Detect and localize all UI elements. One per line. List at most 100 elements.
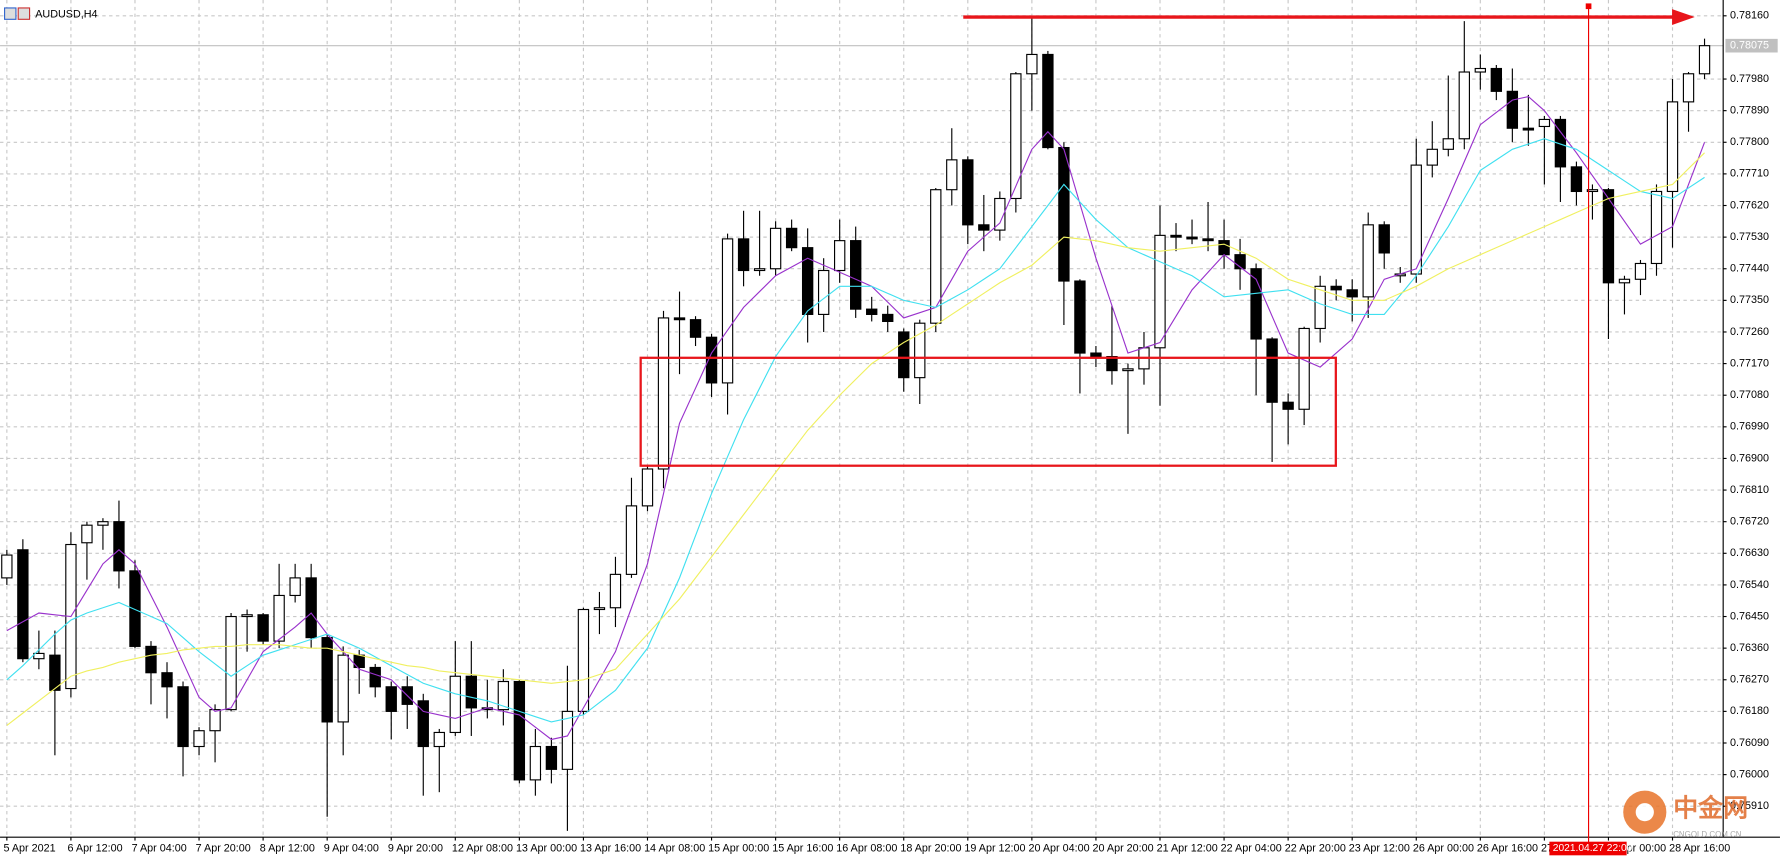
y-tick-label: 0.76540: [1730, 579, 1769, 591]
x-tick-label: 13 Apr 16:00: [580, 842, 641, 854]
x-tick-label: 14 Apr 08:00: [644, 842, 705, 854]
x-tick-label: 20 Apr 20:00: [1093, 842, 1154, 854]
candle-body: [1250, 268, 1262, 340]
candle-body: [1522, 127, 1535, 131]
candle-body: [1330, 285, 1342, 291]
last-price-label: 0.78075: [1730, 40, 1769, 52]
candle-body: [1506, 90, 1519, 129]
candle-body: [1650, 190, 1663, 265]
candle-body: [193, 730, 205, 748]
candle-body: [1202, 238, 1214, 242]
candle-body: [1554, 118, 1567, 168]
candle-body: [417, 700, 429, 748]
candle-body: [241, 614, 253, 618]
x-tick-label: 15 Apr 16:00: [772, 842, 833, 854]
candle-body: [834, 240, 846, 272]
candle-body: [641, 468, 654, 507]
candle-body: [1362, 224, 1374, 298]
x-tick-label: 7 Apr 04:00: [132, 842, 187, 854]
candle-body: [1298, 327, 1310, 410]
candle-body: [17, 549, 29, 660]
candle-body: [673, 317, 686, 321]
y-tick-label: 0.77530: [1730, 231, 1769, 243]
candle-body: [1282, 401, 1294, 410]
x-tick-label: 19 Apr 12:00: [964, 842, 1025, 854]
candle-body: [1442, 138, 1454, 150]
candle-body: [1058, 146, 1070, 282]
x-tick-label: 28 Apr 16:00: [1669, 842, 1730, 854]
candle-body: [994, 197, 1006, 231]
y-tick-label: 0.77440: [1730, 263, 1769, 275]
candle-body: [1122, 368, 1134, 372]
watermark-text: 中金网: [1673, 793, 1748, 822]
candle-body: [497, 680, 510, 711]
candle-body: [1586, 189, 1599, 193]
candle-body: [161, 672, 173, 688]
candle-body: [657, 317, 670, 470]
candle-body: [866, 308, 878, 315]
y-tick-label: 0.76810: [1730, 484, 1769, 496]
candle-body: [1410, 164, 1422, 275]
x-tick-label: 23 Apr 12:00: [1349, 842, 1410, 854]
x-tick-label: 15 Apr 00:00: [708, 842, 769, 854]
x-tick-label: 6 Apr 12:00: [68, 842, 123, 854]
y-tick-label: 0.77890: [1730, 105, 1769, 117]
candle-body: [1010, 73, 1022, 200]
overlay: 0.78075 2021.04.27 22:00: [1549, 38, 1778, 856]
candle-body: [593, 607, 606, 611]
candle-body: [1474, 67, 1486, 73]
candle-body: [914, 322, 926, 379]
candle-body: [785, 227, 798, 249]
candle-body: [433, 731, 445, 748]
candle-body: [1346, 289, 1358, 298]
candle-body: [930, 189, 942, 324]
candle-body: [801, 247, 814, 315]
candle-body: [609, 573, 622, 609]
candle-body: [81, 524, 93, 544]
y-tick-label: 0.76360: [1730, 642, 1769, 654]
x-tick-label: 12 Apr 08:00: [452, 842, 513, 854]
candle-body: [1602, 189, 1615, 284]
last-price-box: [1725, 38, 1778, 53]
arrow-head: [1672, 9, 1695, 25]
y-tick-label: 0.76720: [1730, 516, 1769, 528]
y-tick-label: 0.77800: [1730, 136, 1769, 148]
candle-body: [1618, 278, 1631, 284]
candle-body: [1170, 234, 1182, 238]
y-tick-label: 0.76000: [1730, 768, 1769, 780]
x-tick-label: 22 Apr 04:00: [1221, 842, 1282, 854]
candle-body: [113, 521, 125, 572]
x-tick-label: 7 Apr 20:00: [196, 842, 251, 854]
watermark-text: CNGOLD.COM.CN: [1673, 830, 1742, 839]
candle-body: [1666, 101, 1679, 193]
y-tick-label: 0.77080: [1730, 389, 1769, 401]
moving-average: [6, 95, 1706, 741]
x-tick-label: 26 Apr 00:00: [1413, 842, 1474, 854]
candle-body: [529, 745, 542, 781]
y-tick-label: 0.76900: [1730, 452, 1769, 464]
icon: [4, 7, 17, 20]
candle-body: [1154, 234, 1166, 349]
candle-body: [177, 686, 189, 748]
x-tick-label: 26 Apr 16:00: [1477, 842, 1538, 854]
candle-body: [1570, 166, 1583, 193]
candle-body: [305, 577, 317, 639]
x-tick-label: 9 Apr 04:00: [324, 842, 379, 854]
candle-body: [737, 238, 750, 272]
candle-body: [225, 615, 237, 711]
candle-body: [561, 710, 574, 770]
candle-body: [1682, 73, 1695, 103]
candle-body: [1426, 148, 1438, 166]
candle-body: [289, 577, 301, 597]
candle-body: [97, 521, 109, 526]
candle-body: [1234, 254, 1246, 270]
crosshair-box: [1549, 841, 1627, 856]
candle-body: [689, 319, 702, 338]
candle-body: [257, 614, 269, 642]
highlight-box: [639, 356, 1337, 467]
candle-body: [129, 570, 141, 647]
